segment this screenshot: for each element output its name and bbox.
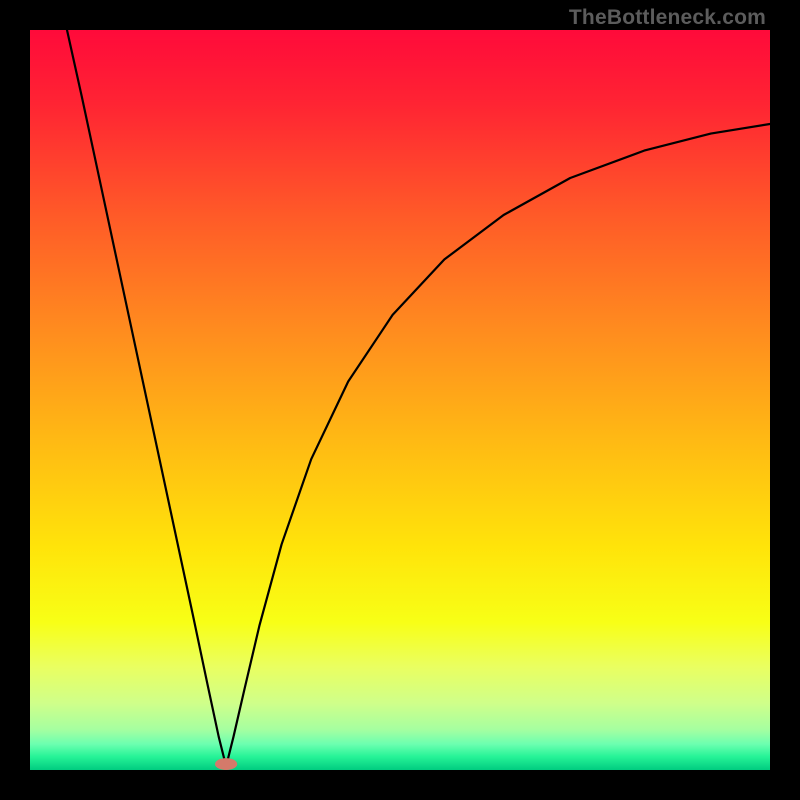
watermark-text: TheBottleneck.com [569,6,766,30]
chart-frame: TheBottleneck.com [0,0,800,800]
bottleneck-curve [30,30,770,770]
plot-area [30,30,770,770]
notch-marker [215,758,237,770]
